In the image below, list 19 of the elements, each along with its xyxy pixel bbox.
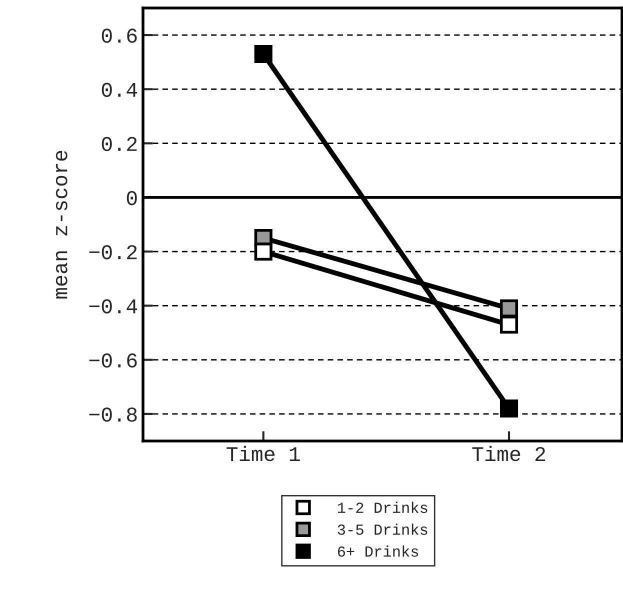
point: [500, 316, 518, 334]
point: [500, 399, 518, 418]
y-tick-label: 0.6: [102, 28, 137, 43]
y-tick-label: −0.6: [89, 353, 137, 368]
x-tick-label: Time 2: [472, 446, 546, 462]
y-axis-title: mean z-score: [56, 150, 68, 299]
x-tick-label: Time 1: [226, 446, 300, 462]
y-tick-label: 0.2: [102, 136, 137, 152]
legend-label: 1-2 Drinks: [338, 502, 428, 513]
legend-label: 6+ Drinks: [338, 546, 418, 557]
y-tick-label: 0: [126, 191, 137, 206]
y-tick-label: −0.8: [89, 408, 137, 422]
y-tick-label: 0.4: [102, 82, 138, 97]
y-tick-label: −0.4: [89, 299, 138, 314]
point: [254, 242, 272, 261]
legend-label: 3-5 Drinks: [338, 524, 428, 535]
point: [500, 299, 518, 318]
y-tick-label: −0.2: [89, 245, 137, 260]
point: [254, 44, 272, 64]
